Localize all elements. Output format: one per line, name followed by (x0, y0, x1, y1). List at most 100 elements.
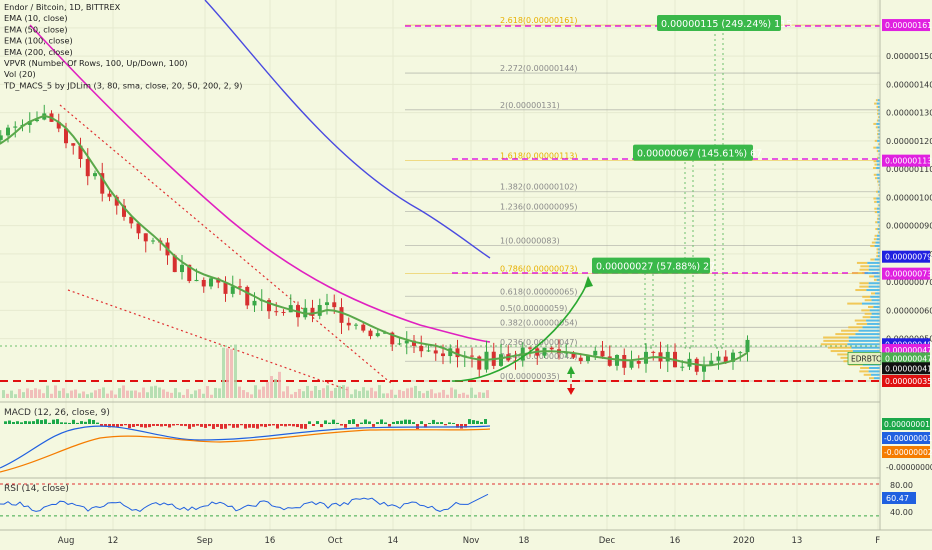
symbol-tag (847, 351, 882, 365)
vpvr-bar (878, 119, 880, 122)
time-axis[interactable]: Aug 12 Sep 16 Oct 14 Nov 18 Dec 16 2020 13 F (58, 536, 881, 546)
volume-bar (282, 391, 285, 398)
y-tick-label: 0.00000100 (886, 193, 932, 202)
volume-bar (222, 347, 225, 398)
volume-bar (130, 390, 133, 398)
volume-bar (318, 390, 321, 398)
vpvr-bar (862, 326, 880, 329)
macd-histogram-bar (228, 424, 231, 426)
volume-bar (30, 390, 33, 398)
macd-histogram-bar (152, 424, 155, 426)
vpvr-bar (859, 370, 869, 373)
candle-body (325, 302, 329, 306)
macd-histogram-bar (284, 424, 287, 427)
ema-10-line (0, 114, 749, 367)
vpvr-bar (873, 197, 877, 200)
volume-bar (466, 394, 469, 398)
candle-body (426, 350, 431, 352)
macd-histogram-bar (260, 424, 263, 427)
macd-histogram-bar (40, 420, 43, 424)
macd-histogram-bar (88, 419, 91, 424)
vpvr-bar (827, 346, 852, 349)
candle-body (354, 324, 358, 326)
volume-bar (242, 390, 245, 398)
vpvr-bar (871, 312, 880, 315)
macd-histogram-bar (404, 419, 407, 424)
candle-body (651, 351, 656, 353)
volume-bar (162, 389, 165, 398)
candle-body (723, 356, 728, 362)
candle-body (368, 330, 373, 337)
candle-body (281, 311, 286, 313)
candle-body (303, 307, 308, 318)
price-tag (882, 19, 930, 32)
volume-bar (126, 390, 129, 398)
macd-histogram-bar (76, 422, 79, 424)
candle-body (107, 193, 112, 197)
volume-bar (14, 394, 17, 398)
vpvr-bar (823, 339, 849, 342)
vpvr-bar (871, 241, 876, 244)
target-badge (592, 257, 710, 274)
candle-body (0, 135, 3, 140)
vpvr-bar (873, 278, 877, 281)
fib-label: 2.618(0.00000161) (500, 16, 578, 25)
fib-label: 0(0.00000035) (500, 372, 560, 381)
candle-body (252, 300, 257, 306)
vpvr-bar (877, 190, 880, 193)
vpvr-bar (878, 214, 880, 217)
macd-histogram-bar (84, 421, 87, 424)
candle-body (622, 354, 627, 368)
macd-histogram-bar (316, 421, 319, 424)
vpvr-bar (874, 200, 877, 203)
vpvr-bar (870, 316, 880, 319)
vpvr-bar (859, 285, 869, 288)
macd-histogram-bar (384, 422, 387, 424)
rsi-tag (882, 492, 916, 504)
volume-bar (454, 389, 457, 398)
vpvr-bar (876, 190, 878, 193)
candle-body (477, 356, 482, 370)
price-tag-text: 0.00000161 (885, 21, 932, 30)
macd-histogram-bar (232, 424, 235, 428)
volume-bar (246, 392, 249, 398)
macd-histogram-bar (28, 421, 31, 424)
macd-histogram-bar (140, 424, 143, 428)
volume-bar (450, 387, 453, 398)
vpvr-bar (877, 234, 880, 237)
volume-bar (62, 388, 65, 398)
volume-bar (254, 385, 257, 398)
volume-bar (234, 344, 237, 398)
rsi-label: RSI (14, close) (4, 484, 69, 494)
volume-bar (138, 392, 141, 398)
macd-histogram-bar (484, 419, 487, 424)
macd-histogram-bar (216, 424, 219, 427)
macd-histogram-bar (336, 422, 339, 424)
volume-bar (434, 393, 437, 398)
vpvr-bar (867, 305, 874, 308)
macd-histogram-bar (424, 424, 427, 428)
vpvr-bar (873, 166, 877, 169)
x-tick-label: 16 (265, 536, 276, 546)
volume-bar (406, 388, 409, 398)
macd-histogram-bar (48, 422, 51, 424)
volume-bar (294, 391, 297, 398)
volume-bar (286, 386, 289, 398)
volume-bar (18, 389, 21, 398)
price-tag-text: 0.00000035 (885, 377, 932, 386)
y-tick-label: 0.00000150 (886, 52, 932, 61)
vpvr-bar (876, 278, 880, 281)
rsi-pane (0, 483, 880, 517)
macd-histogram-bar (420, 421, 423, 424)
legend-entry: EMA (200, close) (4, 47, 73, 57)
vpvr-bar (847, 302, 862, 305)
volume-bar (314, 386, 317, 398)
volume-bar (98, 388, 101, 398)
candle-body (238, 286, 242, 288)
vpvr-bar (878, 204, 880, 207)
vpvr-bar (874, 207, 877, 210)
volume-bar (302, 391, 305, 398)
macd-histogram-bar (96, 422, 99, 424)
candle-body (317, 305, 322, 316)
